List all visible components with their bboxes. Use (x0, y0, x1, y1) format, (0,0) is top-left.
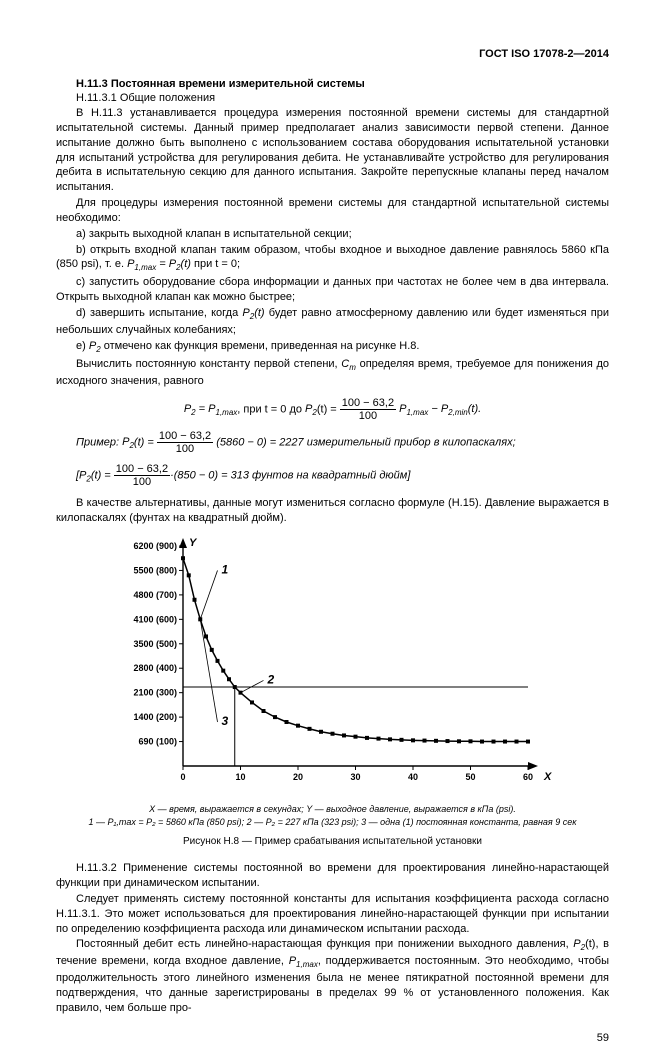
decay-chart: 0 10 20 30 40 50 60 690 (100) 1400 (200) 2100 (30… (113, 536, 553, 796)
svg-text:3: 3 (221, 714, 228, 728)
svg-text:4800 (700): 4800 (700) (133, 590, 177, 600)
svg-text:2800 (400): 2800 (400) (133, 663, 177, 673)
bracket-formula: [P2(t) = 100 − 63,2100·(850 − 0) = 313 ф… (76, 463, 609, 488)
svg-text:Y: Y (189, 537, 198, 549)
paragraph-7: Постоянный дебит есть линейно-нарастающа… (56, 937, 609, 1016)
list-b: b) открыть входной клапан таким образом,… (56, 243, 609, 275)
svg-text:6200 (900): 6200 (900) (133, 541, 177, 551)
list-d: d) завершить испытание, когда P2(t) буде… (56, 306, 609, 338)
list-e: e) P2 отмечено как функция времени, прив… (56, 339, 609, 356)
formula-1: P2 = P1,max, при t = 0 до P2(t) = 100 − … (56, 397, 609, 422)
paragraph-5: Н.11.3.2 Применение системы постоянной в… (56, 861, 609, 891)
paragraph-1: В Н.11.3 устанавливается процедура измер… (56, 106, 609, 195)
figure-title: Рисунок Н.8 — Пример срабатывания испыта… (56, 836, 609, 847)
svg-text:50: 50 (465, 772, 475, 782)
svg-text:5500 (800): 5500 (800) (133, 565, 177, 575)
svg-text:3500 (500): 3500 (500) (133, 639, 177, 649)
svg-text:10: 10 (235, 772, 245, 782)
svg-text:40: 40 (407, 772, 417, 782)
list-c: c) запустить оборудование сбора информац… (56, 275, 609, 305)
section-title: Н.11.3 Постоянная времени измерительной … (56, 78, 609, 90)
svg-text:60: 60 (522, 772, 532, 782)
paragraph-6: Следует применять систему постоянной кон… (56, 892, 609, 937)
svg-text:0: 0 (180, 772, 185, 782)
chart-caption: X — время, выражается в секундах; Y — вы… (56, 803, 609, 828)
paragraph-4: В качестве альтернативы, данные могут из… (56, 496, 609, 526)
paragraph-2: Для процедуры измерения постоянной време… (56, 196, 609, 226)
page-container: ГОСТ ISO 17078-2—2014 Н.11.3 Постоянная … (0, 0, 661, 1064)
svg-text:1400 (200): 1400 (200) (133, 712, 177, 722)
svg-text:690 (100): 690 (100) (138, 737, 177, 747)
list-a: a) закрыть выходной клапан в испытательн… (56, 227, 609, 242)
svg-text:2100 (300): 2100 (300) (133, 688, 177, 698)
svg-text:4100 (600): 4100 (600) (133, 614, 177, 624)
paragraph-3: Вычислить постоянную константу первой ст… (56, 357, 609, 389)
svg-text:X: X (543, 771, 552, 783)
subsection-1: Н.11.3.1 Общие положения (56, 92, 609, 104)
example-formula: Пример: P2(t) = 100 − 63,2100 (5860 − 0)… (76, 430, 609, 455)
svg-text:30: 30 (350, 772, 360, 782)
page-number: 59 (56, 1032, 609, 1044)
svg-text:1: 1 (221, 562, 228, 576)
doc-header: ГОСТ ISO 17078-2—2014 (56, 48, 609, 60)
chart-h8: 0 10 20 30 40 50 60 690 (100) 1400 (200) 2100 (30… (113, 536, 553, 799)
svg-text:2: 2 (266, 672, 274, 686)
svg-text:20: 20 (292, 772, 302, 782)
